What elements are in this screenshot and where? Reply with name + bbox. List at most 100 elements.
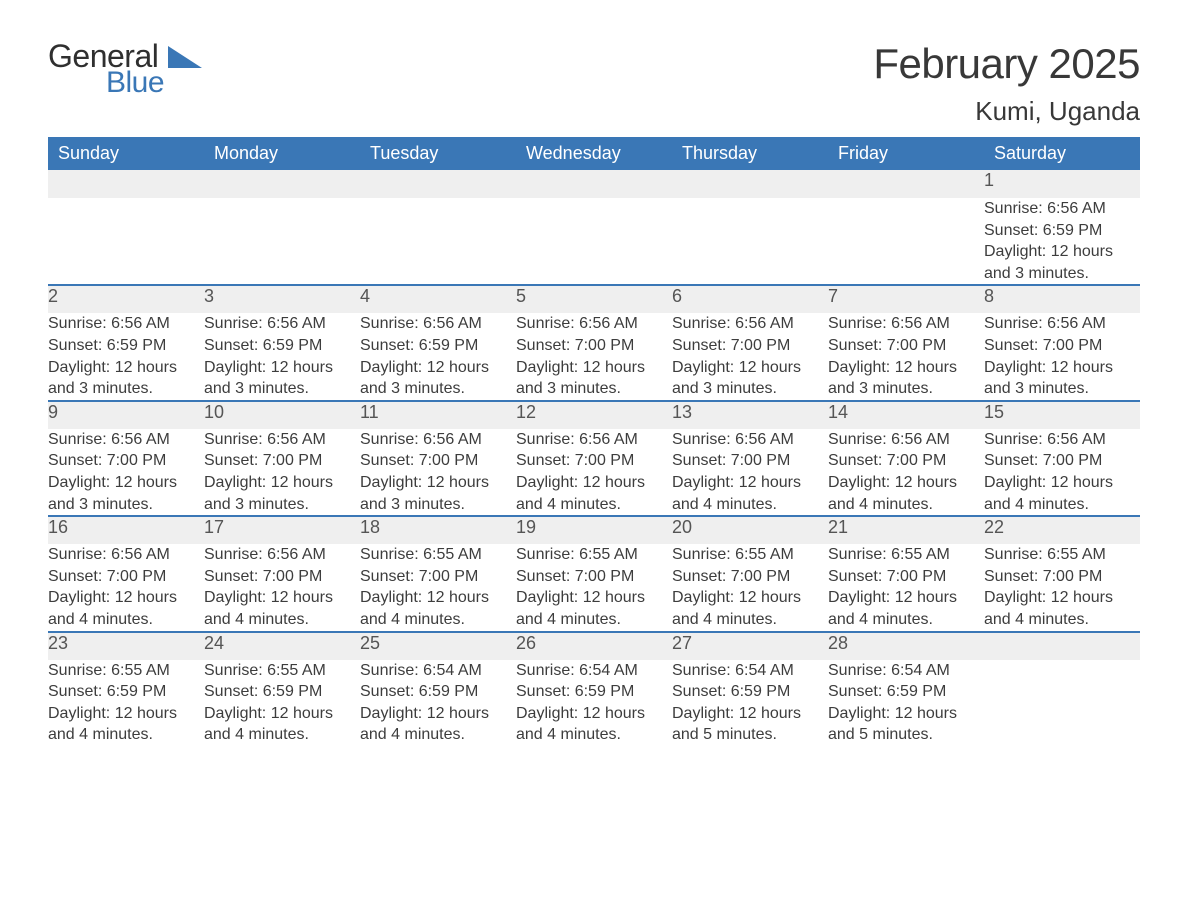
day-number-cell: 10 [204,401,360,429]
daylight-text: Daylight: 12 hours and 3 minutes. [984,357,1140,400]
calendar-table: Sunday Monday Tuesday Wednesday Thursday… [48,137,1140,756]
daylight-text: Daylight: 12 hours and 4 minutes. [360,703,516,746]
day-number-row: 9101112131415 [48,401,1140,429]
sunrise-text: Sunrise: 6:54 AM [828,660,984,682]
sunset-text: Sunset: 7:00 PM [48,566,204,588]
sunset-text: Sunset: 7:00 PM [204,450,360,472]
sunrise-text: Sunrise: 6:56 AM [984,429,1140,451]
day-detail-cell [204,198,360,285]
sunrise-text: Sunrise: 6:56 AM [204,544,360,566]
calendar-header-row: Sunday Monday Tuesday Wednesday Thursday… [48,137,1140,170]
day-number-cell: 14 [828,401,984,429]
day-number-cell: 24 [204,632,360,660]
logo-word-blue: Blue [106,68,164,98]
day-number-cell: 22 [984,516,1140,544]
day-number-cell: 3 [204,285,360,313]
day-detail-row: Sunrise: 6:56 AMSunset: 6:59 PMDaylight:… [48,198,1140,285]
daylight-text: Daylight: 12 hours and 4 minutes. [48,587,204,630]
day-number-cell: 1 [984,170,1140,198]
sunset-text: Sunset: 7:00 PM [516,566,672,588]
day-number-cell: 20 [672,516,828,544]
sunset-text: Sunset: 7:00 PM [48,450,204,472]
day-number-cell: 4 [360,285,516,313]
sunrise-text: Sunrise: 6:56 AM [984,313,1140,335]
weekday-header: Tuesday [360,137,516,170]
day-detail-cell: Sunrise: 6:54 AMSunset: 6:59 PMDaylight:… [672,660,828,756]
daylight-text: Daylight: 12 hours and 4 minutes. [984,587,1140,630]
day-detail-row: Sunrise: 6:56 AMSunset: 7:00 PMDaylight:… [48,429,1140,516]
day-detail-cell: Sunrise: 6:56 AMSunset: 7:00 PMDaylight:… [984,313,1140,400]
day-number-cell: 9 [48,401,204,429]
day-number-row: 232425262728 [48,632,1140,660]
day-detail-cell: Sunrise: 6:55 AMSunset: 6:59 PMDaylight:… [204,660,360,756]
day-detail-cell: Sunrise: 6:55 AMSunset: 6:59 PMDaylight:… [48,660,204,756]
sunset-text: Sunset: 7:00 PM [672,566,828,588]
sunrise-text: Sunrise: 6:56 AM [48,544,204,566]
sunrise-text: Sunrise: 6:56 AM [204,429,360,451]
sunset-text: Sunset: 6:59 PM [48,681,204,703]
daylight-text: Daylight: 12 hours and 4 minutes. [672,587,828,630]
sunrise-text: Sunrise: 6:55 AM [828,544,984,566]
day-number-row: 2345678 [48,285,1140,313]
day-number-row: 16171819202122 [48,516,1140,544]
sunset-text: Sunset: 6:59 PM [828,681,984,703]
day-number-cell [984,632,1140,660]
daylight-text: Daylight: 12 hours and 5 minutes. [672,703,828,746]
sunrise-text: Sunrise: 6:56 AM [828,313,984,335]
day-detail-cell: Sunrise: 6:56 AMSunset: 6:59 PMDaylight:… [984,198,1140,285]
day-number-cell: 8 [984,285,1140,313]
daylight-text: Daylight: 12 hours and 3 minutes. [516,357,672,400]
day-number-cell: 26 [516,632,672,660]
sunset-text: Sunset: 7:00 PM [984,566,1140,588]
sunset-text: Sunset: 6:59 PM [204,681,360,703]
daylight-text: Daylight: 12 hours and 4 minutes. [360,587,516,630]
sunrise-text: Sunrise: 6:55 AM [360,544,516,566]
daylight-text: Daylight: 12 hours and 3 minutes. [204,472,360,515]
day-detail-cell: Sunrise: 6:56 AMSunset: 7:00 PMDaylight:… [48,544,204,631]
day-detail-cell: Sunrise: 6:56 AMSunset: 7:00 PMDaylight:… [672,313,828,400]
daylight-text: Daylight: 12 hours and 3 minutes. [360,472,516,515]
daylight-text: Daylight: 12 hours and 4 minutes. [672,472,828,515]
daylight-text: Daylight: 12 hours and 4 minutes. [204,703,360,746]
day-detail-cell: Sunrise: 6:56 AMSunset: 7:00 PMDaylight:… [516,429,672,516]
day-number-cell: 13 [672,401,828,429]
day-detail-cell: Sunrise: 6:55 AMSunset: 7:00 PMDaylight:… [516,544,672,631]
sunset-text: Sunset: 7:00 PM [828,450,984,472]
day-detail-cell: Sunrise: 6:55 AMSunset: 7:00 PMDaylight:… [828,544,984,631]
day-number-row: 1 [48,170,1140,198]
month-title: February 2025 [873,40,1140,88]
sunrise-text: Sunrise: 6:55 AM [984,544,1140,566]
day-number-cell: 18 [360,516,516,544]
sunrise-text: Sunrise: 6:56 AM [360,429,516,451]
logo-text: General Blue [48,40,164,98]
day-detail-cell [516,198,672,285]
sunrise-text: Sunrise: 6:56 AM [48,313,204,335]
sunrise-text: Sunrise: 6:56 AM [516,429,672,451]
day-number-cell: 16 [48,516,204,544]
sunset-text: Sunset: 7:00 PM [204,566,360,588]
day-number-cell: 15 [984,401,1140,429]
sunrise-text: Sunrise: 6:56 AM [360,313,516,335]
day-number-cell: 25 [360,632,516,660]
sunset-text: Sunset: 6:59 PM [360,681,516,703]
weekday-header: Saturday [984,137,1140,170]
sunset-text: Sunset: 7:00 PM [360,566,516,588]
sunset-text: Sunset: 6:59 PM [516,681,672,703]
sunset-text: Sunset: 6:59 PM [48,335,204,357]
day-detail-cell: Sunrise: 6:56 AMSunset: 7:00 PMDaylight:… [516,313,672,400]
sunrise-text: Sunrise: 6:55 AM [204,660,360,682]
day-detail-cell: Sunrise: 6:55 AMSunset: 7:00 PMDaylight:… [984,544,1140,631]
daylight-text: Daylight: 12 hours and 4 minutes. [984,472,1140,515]
daylight-text: Daylight: 12 hours and 3 minutes. [204,357,360,400]
daylight-text: Daylight: 12 hours and 4 minutes. [828,587,984,630]
sunrise-text: Sunrise: 6:56 AM [672,429,828,451]
daylight-text: Daylight: 12 hours and 4 minutes. [48,703,204,746]
sunrise-text: Sunrise: 6:55 AM [672,544,828,566]
daylight-text: Daylight: 12 hours and 5 minutes. [828,703,984,746]
daylight-text: Daylight: 12 hours and 4 minutes. [828,472,984,515]
sunset-text: Sunset: 7:00 PM [828,335,984,357]
day-detail-cell: Sunrise: 6:54 AMSunset: 6:59 PMDaylight:… [828,660,984,756]
day-detail-row: Sunrise: 6:56 AMSunset: 6:59 PMDaylight:… [48,313,1140,400]
day-number-cell [672,170,828,198]
day-detail-cell: Sunrise: 6:54 AMSunset: 6:59 PMDaylight:… [516,660,672,756]
